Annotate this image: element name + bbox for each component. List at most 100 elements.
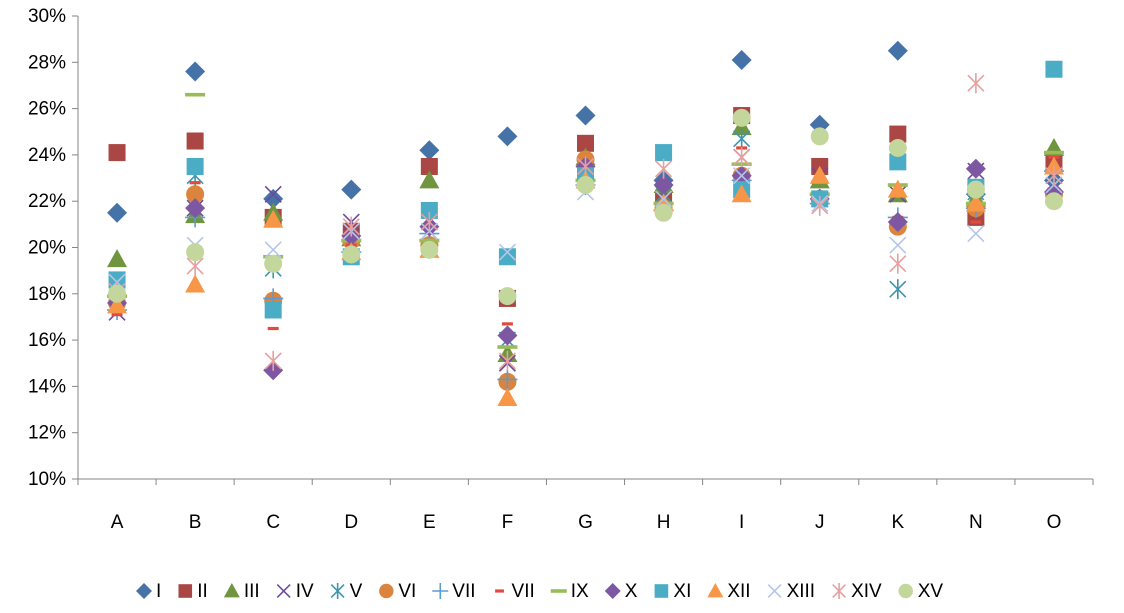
data-point [889, 279, 907, 300]
data-point [264, 185, 282, 203]
legend-label: VII [512, 581, 535, 602]
data-point [419, 170, 440, 189]
legend-item: VI [379, 581, 416, 602]
x-tick-label: G [578, 512, 593, 533]
series-ii [108, 107, 1063, 307]
data-point [497, 387, 518, 406]
legend-item: IV [276, 581, 314, 602]
x-tick-label: N [969, 512, 983, 533]
data-point [186, 157, 204, 175]
legend-item: XIV [832, 581, 882, 602]
data-point [811, 195, 829, 216]
data-point [655, 158, 673, 179]
data-point [965, 193, 986, 212]
data-point [497, 369, 518, 390]
data-point [733, 147, 751, 168]
data-point [970, 220, 982, 224]
y-tick-label: 12% [28, 423, 66, 444]
y-tick-labels: 10% 12% 14% 16% 18% 20% 22% 24% 26% 28% 30% [28, 6, 66, 490]
data-point [967, 73, 985, 94]
data-point [498, 243, 516, 261]
legend-item: VII [495, 581, 535, 602]
legend-item: V [330, 581, 363, 602]
data-point [497, 345, 518, 349]
legend-label: IX [571, 581, 589, 602]
data-point [419, 140, 440, 161]
legend-item: XIII [767, 581, 816, 602]
data-point [189, 181, 201, 185]
legend-item: VII [432, 581, 476, 602]
legend-label: XII [727, 581, 750, 602]
data-point [965, 158, 986, 179]
legend-marker [178, 584, 193, 598]
legend-marker [550, 589, 567, 593]
data-point [575, 105, 596, 126]
x-tick-label: J [815, 512, 825, 533]
data-point [264, 241, 282, 259]
data-point [888, 138, 907, 157]
legend: I II III IV V VI VII VII IX X XI XII XIII XIV XV [136, 581, 943, 602]
y-tick-label: 24% [28, 145, 66, 166]
legend-marker [330, 583, 345, 599]
data-point [107, 249, 128, 268]
series-xiv [108, 73, 1063, 371]
data-point [655, 144, 673, 162]
data-point [185, 198, 206, 219]
series-i [107, 40, 1064, 223]
data-point [966, 180, 985, 199]
x-tick-label: B [189, 512, 202, 533]
data-point [497, 325, 518, 346]
legend-item: I [136, 581, 161, 602]
data-point [1043, 150, 1064, 155]
legend-marker [707, 583, 724, 598]
legend-marker [379, 583, 394, 599]
data-point [342, 245, 361, 264]
data-point [108, 271, 126, 289]
y-tick-label: 14% [28, 376, 66, 397]
y-tick-label: 26% [28, 99, 66, 120]
data-point [108, 144, 126, 162]
data-point [576, 156, 595, 177]
data-point [887, 40, 908, 61]
data-point [810, 127, 829, 146]
data-point [107, 295, 128, 314]
data-point [967, 225, 985, 243]
data-point [653, 174, 674, 195]
data-point [889, 236, 907, 254]
data-point [889, 125, 907, 143]
legend-label: X [625, 581, 638, 602]
x-tick-label: H [657, 512, 671, 533]
legend-marker [654, 584, 669, 598]
data-point [809, 165, 830, 184]
data-point [732, 108, 751, 127]
x-tick-label: I [739, 512, 744, 533]
data-point [887, 179, 908, 198]
data-point [420, 240, 439, 259]
legend-label: III [244, 581, 260, 602]
data-point [263, 209, 284, 228]
data-point [498, 287, 517, 306]
y-tick-label: 22% [28, 191, 66, 212]
legend-item: IX [550, 581, 589, 602]
data-point [111, 313, 123, 317]
data-point [731, 49, 752, 70]
legend-item: XI [654, 581, 691, 602]
data-point [342, 216, 360, 237]
data-point [1044, 192, 1063, 211]
data-point [420, 157, 438, 175]
legend-item: X [604, 581, 638, 602]
legend-label: XIII [787, 581, 816, 602]
data-point [186, 132, 204, 150]
legend-label: V [350, 581, 363, 602]
data-point [887, 212, 908, 233]
legend-item: XV [898, 581, 943, 602]
y-tick-label: 18% [28, 284, 66, 305]
data-point [498, 350, 516, 371]
y-tick-label: 28% [28, 52, 66, 73]
data-point [185, 274, 206, 293]
data-point [107, 202, 128, 223]
data-point [501, 322, 513, 326]
data-point [420, 212, 438, 233]
data-point [577, 134, 594, 152]
